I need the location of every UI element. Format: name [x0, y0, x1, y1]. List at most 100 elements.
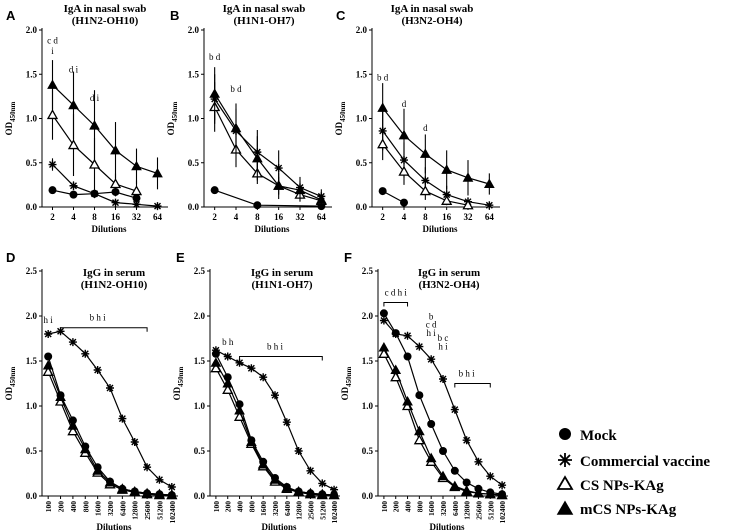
series-line-mock: [382, 190, 405, 204]
data-point-mcs: [89, 120, 100, 130]
panel-title: IgA in nasal swab: [391, 3, 474, 15]
y-tick-label: 0.5: [26, 446, 38, 456]
panel-subtitle: (H1N1-OH7): [251, 279, 312, 291]
y-tick-label: 0.5: [26, 158, 38, 168]
y-axis-label-sub: 450nm: [9, 366, 17, 386]
data-point-commercial: [498, 481, 507, 490]
panel-title: IgG in serum: [83, 267, 145, 279]
data-point-mock: [253, 201, 262, 210]
data-point-mcs: [47, 79, 58, 89]
data-point-cs: [413, 434, 425, 445]
data-point-commercial: [153, 202, 162, 211]
data-point-mock: [378, 187, 387, 196]
x-tick-label: 25600: [143, 501, 152, 520]
x-tick-label: 102400: [168, 501, 177, 524]
annotation-label: d i: [69, 64, 79, 74]
y-tick-label: 2.5: [26, 266, 38, 276]
x-tick-label: 1600: [259, 501, 268, 516]
series-commercial: [211, 346, 339, 494]
panel-subtitle: (H3N2-OH4): [418, 279, 479, 291]
data-point-cs: [109, 178, 122, 189]
data-point-mcs: [293, 485, 304, 496]
y-tick-label: 2.0: [356, 25, 368, 35]
y-axis-label: OD450nm: [340, 366, 353, 400]
legend-label-mcs: mCS NPs-KAg: [580, 502, 677, 518]
legend-item-commercial: Commercial vaccine: [558, 453, 710, 470]
data-point-mcs: [230, 122, 242, 133]
x-tick-label: 51200: [486, 501, 495, 520]
data-point-commercial: [450, 405, 459, 414]
data-point-cs: [130, 185, 143, 196]
data-point-mcs: [483, 178, 495, 188]
y-tick-label: 0.0: [194, 491, 206, 501]
data-point-commercial: [379, 316, 388, 325]
data-point-mcs: [166, 489, 178, 500]
y-tick-label: 0.0: [356, 202, 368, 212]
data-point-commercial: [421, 176, 430, 185]
data-point-commercial: [439, 375, 447, 383]
data-point-mock: [400, 198, 408, 207]
series-commercial: [48, 158, 162, 211]
series-line-mcs: [382, 107, 490, 185]
data-point-mcs: [55, 391, 66, 401]
data-point-mcs: [222, 377, 234, 388]
annotation-label: b h i: [459, 368, 476, 378]
y-axis-label-main: OD: [334, 121, 344, 135]
data-point-mock: [379, 309, 388, 318]
y-tick-label: 2.0: [26, 25, 38, 35]
data-point-cs: [419, 185, 431, 196]
x-axis-label: Dilutions: [261, 522, 297, 532]
data-point-mcs: [449, 480, 461, 491]
data-point-mcs: [377, 102, 389, 112]
data-point-commercial: [93, 366, 102, 374]
data-point-mcs: [315, 194, 327, 204]
panel-subtitle: (H1N2-OH10): [72, 15, 139, 27]
x-axis-label: Dilutions: [96, 522, 132, 532]
x-tick-label: 100: [44, 501, 53, 513]
annotation-label: c d h i: [385, 287, 408, 297]
data-point-cs: [67, 139, 80, 150]
y-tick-label: 0.0: [26, 491, 38, 501]
panel-title: IgG in serum: [251, 267, 313, 279]
data-point-cs: [377, 138, 389, 149]
data-point-mcs: [246, 436, 257, 446]
data-point-mcs: [462, 172, 474, 182]
series-cs: [377, 128, 474, 210]
data-point-mock: [44, 352, 53, 361]
data-point-mock: [48, 186, 57, 195]
series-mcs: [47, 60, 163, 190]
data-point-mock: [462, 478, 471, 487]
y-tick-label: 0.5: [194, 446, 206, 456]
significance-bracket: [239, 356, 323, 361]
y-axis-label: OD450nm: [172, 366, 185, 400]
y-tick-label: 1.0: [26, 401, 38, 411]
data-point-mcs: [496, 489, 508, 500]
series-line-commercial: [382, 130, 490, 206]
data-point-commercial: [143, 463, 152, 472]
data-point-commercial: [235, 358, 244, 367]
data-point-mcs: [402, 395, 413, 406]
annotation-label: b d: [377, 72, 389, 82]
series-mock: [210, 186, 326, 211]
y-tick-label: 0.5: [356, 158, 368, 168]
x-tick-label: 200: [392, 501, 401, 513]
data-point-commercial: [259, 373, 268, 382]
y-tick-label: 1.5: [356, 69, 368, 79]
data-point-commercial: [306, 466, 315, 475]
y-axis-label-main: OD: [172, 386, 182, 400]
data-point-commercial: [155, 475, 164, 484]
series-mock: [378, 187, 408, 207]
data-point-mcs: [117, 483, 128, 493]
data-point-mock: [210, 186, 219, 195]
x-tick-label: 800: [247, 501, 256, 513]
y-tick-label: 2.0: [188, 25, 200, 35]
y-tick-label: 1.0: [356, 114, 368, 124]
data-point-commercial: [485, 201, 494, 210]
x-tick-label: 2: [212, 212, 217, 222]
x-tick-label: 16: [274, 212, 284, 222]
significance-bracket: [60, 327, 148, 332]
legend-label-commercial: Commercial vaccine: [580, 454, 710, 470]
y-tick-label: 0.5: [362, 446, 374, 456]
panel-letter: D: [6, 250, 15, 265]
data-point-mcs: [281, 482, 293, 492]
